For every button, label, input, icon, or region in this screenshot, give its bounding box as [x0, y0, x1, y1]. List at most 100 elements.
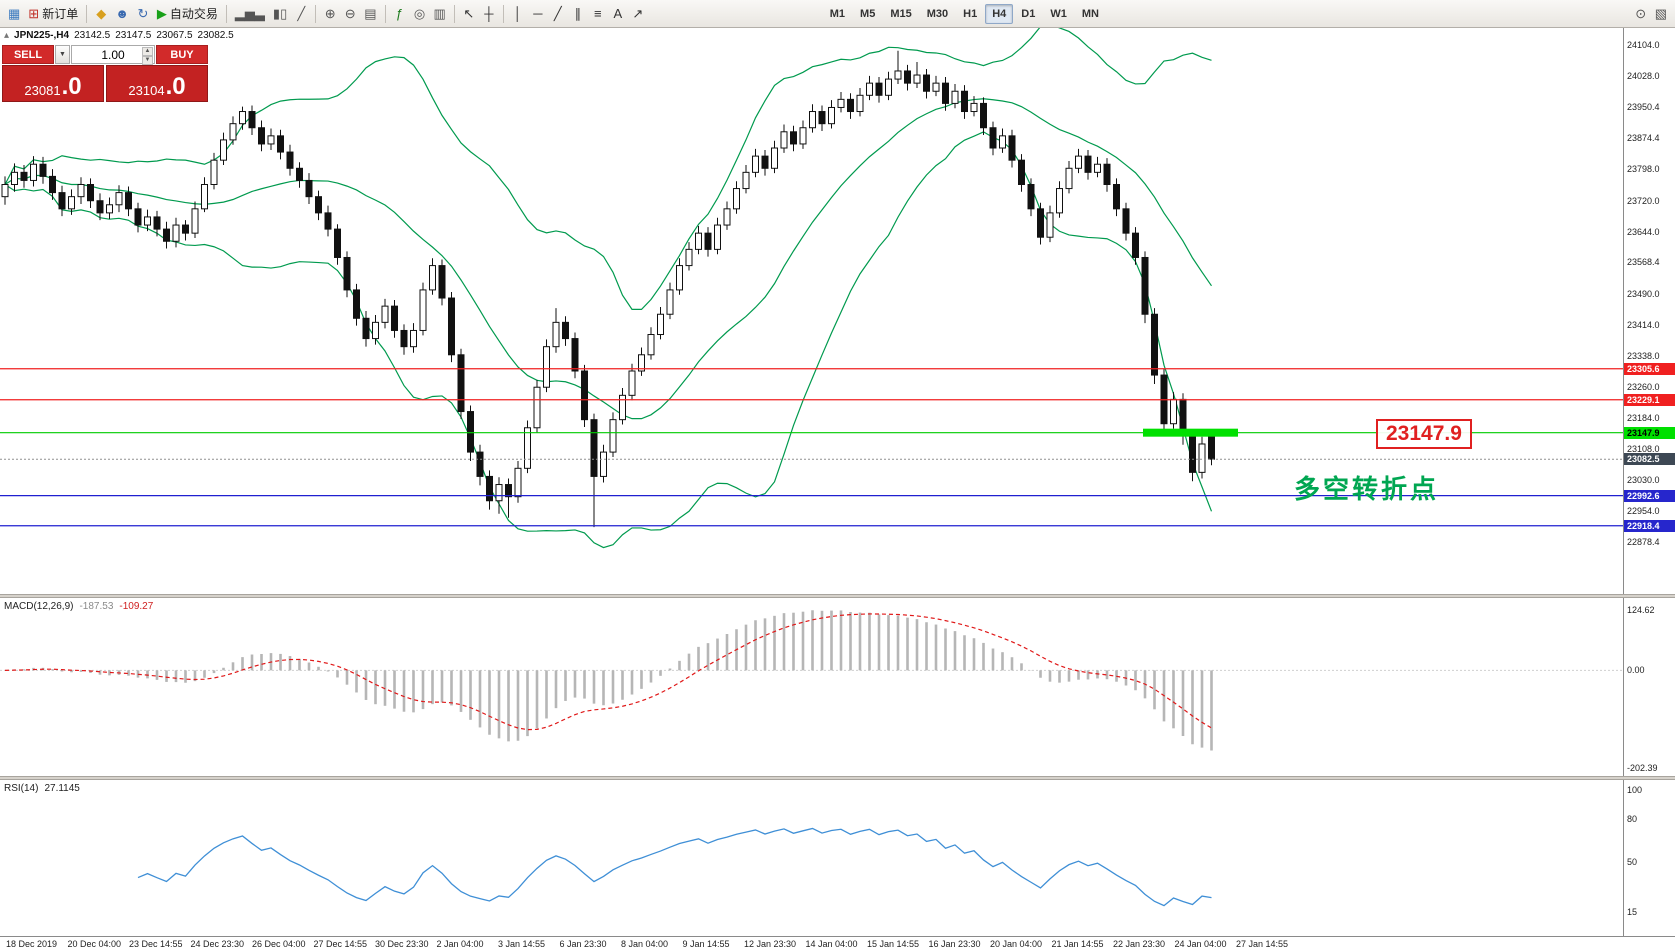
templates-icon[interactable]: ▥: [430, 3, 450, 25]
volume-down-button[interactable]: ▼: [142, 56, 153, 65]
autotrading-button[interactable]: ▶ 自动交易: [153, 3, 222, 25]
price-annotation-label[interactable]: 23147.9: [1376, 418, 1472, 449]
candle-body: [286, 151, 294, 169]
candle-body: [695, 232, 702, 250]
channel-icon[interactable]: ∥: [568, 3, 588, 25]
time-axis-label: 24 Dec 23:30: [190, 939, 245, 949]
support-line-green-tag: 23147.9: [1624, 426, 1675, 439]
candle-body: [11, 171, 18, 186]
candle-body: [723, 208, 731, 226]
candle-body: [115, 192, 123, 206]
fibonacci-icon[interactable]: ≡: [588, 3, 608, 25]
timeframe-h4[interactable]: H4: [985, 3, 1014, 24]
candle-body: [467, 411, 474, 453]
order-type-dropdown[interactable]: ▼: [55, 45, 70, 64]
panel-splitter-2[interactable]: [0, 776, 1675, 780]
price-axis-tick: 23338.0: [1627, 350, 1660, 361]
time-axis-label: 2 Jan 04:00: [436, 939, 484, 949]
timeframe-d1[interactable]: D1: [1021, 7, 1036, 20]
candle-body: [315, 196, 322, 214]
candle-body: [932, 82, 940, 92]
metaeditor-icon[interactable]: ◆: [91, 3, 111, 25]
candle-body: [733, 188, 740, 210]
arrows-icon[interactable]: ↗: [628, 3, 648, 25]
candle-body: [980, 102, 987, 129]
candle-body: [581, 370, 588, 421]
bar-chart-icon[interactable]: ▂▅▃: [231, 3, 269, 25]
macd-chart[interactable]: MACD(12,26,9) -187.53 -109.27: [0, 598, 1623, 776]
volume-value: 1.00: [101, 47, 125, 62]
candlestick-chart-icon[interactable]: ▮▯: [269, 3, 291, 25]
bar-chart-icon: ▂▅▃: [234, 5, 265, 21]
time-axis[interactable]: 18 Dec 2019 20 Dec 04:00 23 Dec 14:55 24 De…: [0, 936, 1623, 952]
trade-panel-controls: SELL ▼ 1.00 ▲ ▼ BUY: [2, 45, 208, 65]
timeframe-mn[interactable]: MN: [1081, 7, 1099, 20]
macd-axis-tick: 124.62: [1627, 605, 1655, 616]
accounts-icon: ☻: [115, 5, 129, 21]
candle-body: [533, 386, 541, 429]
candle-body: [125, 192, 132, 210]
buy-price-button[interactable]: 23104 .0: [106, 65, 208, 102]
indicators-icon[interactable]: ƒ: [390, 3, 410, 25]
volume-up-button[interactable]: ▲: [142, 47, 153, 56]
zoom-out-icon[interactable]: ⊖: [340, 3, 360, 25]
volume-input[interactable]: 1.00 ▲ ▼: [71, 45, 155, 65]
candle-body: [685, 248, 693, 267]
buy-button[interactable]: BUY: [156, 45, 208, 64]
symbol-name: JPN225-,H4: [14, 30, 70, 41]
turning-point-note[interactable]: 多空转折点: [1294, 473, 1440, 504]
indicators-icon: ƒ: [395, 5, 404, 21]
candle-body: [676, 265, 683, 291]
new-order-button-label: 新订单: [42, 7, 79, 21]
rsi-label: RSI(14) 27.1145: [4, 783, 80, 794]
refresh-icon[interactable]: ↻: [133, 3, 153, 25]
price-axis[interactable]: 24104.0 24028.0 23950.4 23874.4 23798.0 23720…: [1623, 28, 1675, 594]
support-highlight-bar[interactable]: [1143, 428, 1238, 437]
timeframe-m30[interactable]: M30: [926, 7, 949, 20]
rsi-panel: RSI(14) 27.1145 100 80 50 15: [0, 780, 1675, 936]
candle-body: [163, 228, 170, 242]
candle-body: [1084, 155, 1092, 173]
candle-body: [904, 70, 911, 84]
period-icon[interactable]: ◎: [410, 3, 430, 25]
new-order-button[interactable]: ⊞ 新订单: [24, 3, 82, 25]
zoom-in-icon[interactable]: ⊕: [320, 3, 340, 25]
candle-body: [1, 184, 9, 198]
candle-body: [410, 329, 417, 348]
macd-axis[interactable]: 124.62 0.00 -202.39: [1623, 598, 1675, 776]
new-chart-icon[interactable]: ▦: [4, 3, 24, 25]
candle-body: [799, 127, 807, 145]
cursor-icon[interactable]: ↖: [459, 3, 479, 25]
candle-body: [296, 167, 303, 181]
candle-body: [752, 155, 759, 173]
timeframe-m5[interactable]: M5: [860, 7, 876, 20]
candle-body: [1151, 313, 1158, 376]
horizontal-line-icon[interactable]: ─: [528, 3, 548, 25]
autotrading-button-label: 自动交易: [169, 7, 218, 21]
line-chart-icon[interactable]: ╱: [291, 3, 311, 25]
candle-body: [514, 467, 522, 498]
vertical-line-icon[interactable]: │: [508, 3, 528, 25]
timeframe-m1[interactable]: M1: [829, 7, 846, 20]
candle-body: [1122, 208, 1130, 234]
time-axis-label: 3 Jan 14:55: [498, 939, 546, 949]
tile-windows-icon[interactable]: ▤: [360, 3, 380, 25]
window-layout-icon[interactable]: ▧: [1651, 3, 1671, 25]
crosshair-icon[interactable]: ┼: [479, 3, 499, 25]
accounts-icon[interactable]: ☻: [111, 3, 133, 25]
panel-splitter[interactable]: [0, 594, 1675, 598]
rsi-chart[interactable]: RSI(14) 27.1145: [0, 780, 1623, 936]
sell-button[interactable]: SELL: [2, 45, 54, 64]
candle-body: [1208, 434, 1215, 460]
rsi-axis[interactable]: 100 80 50 15: [1623, 780, 1675, 936]
timeframe-w1[interactable]: W1: [1050, 7, 1067, 20]
candle-body: [1141, 256, 1149, 315]
timeframe-h1[interactable]: H1: [963, 7, 978, 20]
price-chart[interactable]: ▴ JPN225-,H4 23142.5 23147.5 23067.5 230…: [0, 28, 1623, 594]
text-icon[interactable]: A: [608, 3, 628, 25]
sell-price-button[interactable]: 23081 .0: [2, 65, 104, 102]
text-icon: A: [613, 5, 623, 21]
search-icon[interactable]: ⊙: [1631, 3, 1651, 25]
trendline-icon[interactable]: ╱: [548, 3, 568, 25]
timeframe-m15[interactable]: M15: [890, 7, 912, 20]
